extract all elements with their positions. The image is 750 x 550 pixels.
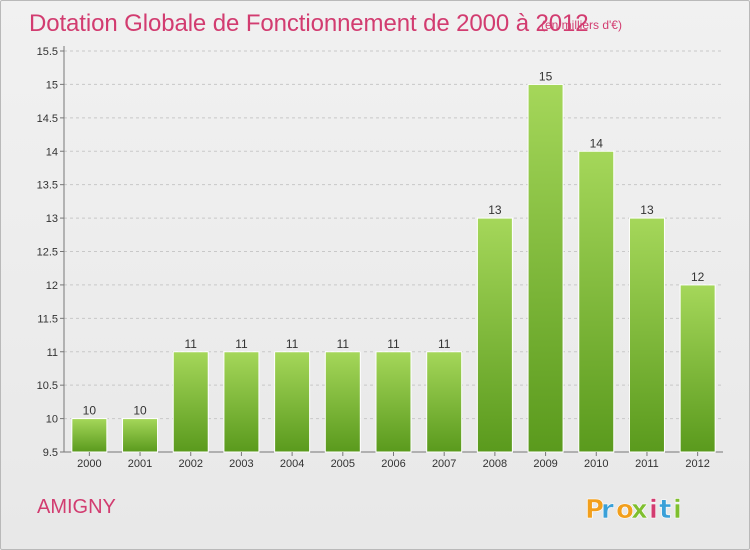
y-tick-label: 10.5 — [37, 380, 58, 392]
y-tick-label: 11.5 — [37, 313, 58, 325]
x-tick-label: 2010 — [584, 458, 608, 470]
x-tick-label: 2009 — [533, 458, 557, 470]
x-tick-label: 2008 — [483, 458, 507, 470]
logo-letter: r — [601, 495, 614, 525]
logo-letter: t — [659, 495, 671, 525]
bar — [628, 217, 665, 453]
bar — [223, 351, 260, 453]
bar — [578, 150, 615, 453]
bar — [71, 418, 108, 453]
chart-subtitle: (en milliers d'€) — [541, 18, 622, 32]
y-tick-label: 12.5 — [37, 247, 58, 259]
x-tick-label: 2003 — [229, 458, 253, 470]
bar-value-label: 13 — [640, 203, 654, 217]
bar — [679, 284, 716, 453]
logo-letter: i — [673, 495, 682, 525]
logo-letter: i — [649, 495, 658, 525]
bar — [122, 418, 159, 453]
logo-letter: o — [616, 495, 634, 525]
bar-value-label: 13 — [488, 203, 502, 217]
y-tick-label: 14 — [46, 146, 58, 158]
x-tick-label: 2012 — [685, 458, 709, 470]
y-tick-label: 13.5 — [37, 180, 58, 192]
x-tick-label: 2005 — [331, 458, 355, 470]
logo-letter: x — [631, 495, 648, 525]
x-tick-label: 2006 — [381, 458, 405, 470]
y-tick-label: 12 — [46, 280, 58, 292]
x-tick-label: 2002 — [178, 458, 202, 470]
bar — [426, 351, 463, 453]
proxiti-logo: Pr ox i t i — [585, 495, 683, 525]
bar — [324, 351, 361, 453]
x-tick-label: 2004 — [280, 458, 304, 470]
bar-value-label: 10 — [83, 404, 97, 418]
bar — [476, 217, 513, 453]
bar-value-label: 10 — [133, 404, 147, 418]
chart-title: Dotation Globale de Fonctionnement de 20… — [29, 10, 589, 37]
bar-value-label: 15 — [539, 69, 553, 83]
y-tick-label: 10 — [46, 414, 58, 426]
logo-letter: P — [585, 495, 604, 525]
y-tick-label: 11 — [47, 347, 58, 359]
y-tick-label: 15 — [46, 79, 58, 91]
bar — [527, 83, 564, 453]
bar-value-label: 11 — [184, 337, 197, 351]
bar-value-label: 12 — [691, 270, 705, 284]
x-tick-label: 2011 — [635, 458, 659, 470]
x-tick-label: 2001 — [128, 458, 152, 470]
y-tick-label: 9.5 — [43, 447, 58, 459]
x-tick-label: 2000 — [77, 458, 101, 470]
bar — [274, 351, 311, 453]
bar-value-label: 11 — [438, 337, 451, 351]
bar-value-label: 11 — [337, 337, 350, 351]
bar — [375, 351, 412, 453]
bar-value-label: 11 — [387, 337, 400, 351]
bar — [172, 351, 209, 453]
y-tick-label: 14.5 — [37, 113, 58, 125]
commune-name: AMIGNY — [37, 496, 116, 518]
bar-value-label: 11 — [286, 337, 299, 351]
bar-value-label: 11 — [235, 337, 248, 351]
y-tick-label: 15.5 — [37, 46, 58, 58]
bar-value-label: 14 — [590, 136, 604, 150]
y-tick-label: 13 — [46, 213, 58, 225]
x-tick-label: 2007 — [432, 458, 456, 470]
